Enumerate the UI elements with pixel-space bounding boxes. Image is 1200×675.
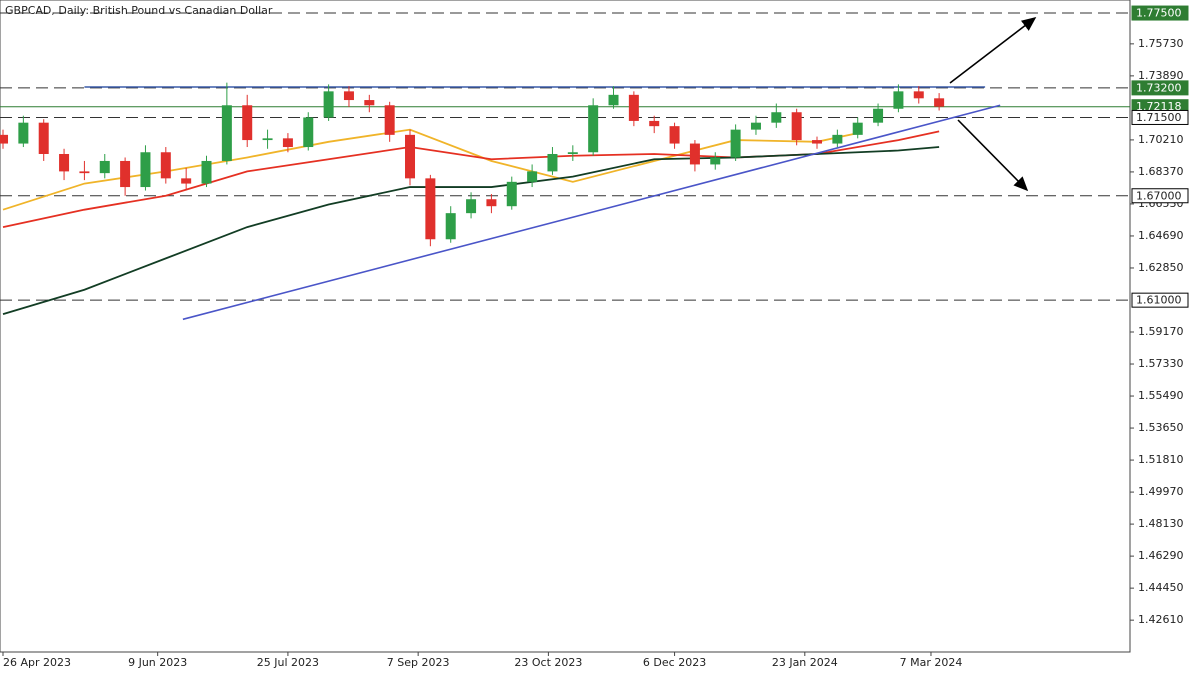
candle-body [282,138,293,148]
candle-body [689,143,700,165]
candle-body [160,152,171,179]
candle-body [812,140,823,144]
y-tick-label: 1.51810 [1138,453,1184,466]
y-tick-label: 1.70210 [1138,133,1184,146]
candle-body [18,122,29,144]
candle-body [852,122,863,135]
chart-title: GBPCAD, Daily: British Pound vs Canadian… [5,4,273,17]
candle-body [201,160,212,184]
candle-body [303,117,314,148]
candle-body [140,152,151,188]
candle-body [567,152,578,154]
level-box [1131,80,1189,96]
x-tick-label: 26 Apr 2023 [3,656,71,669]
trendline [182,104,1001,321]
candle-body [547,153,558,172]
candle-body [0,134,9,144]
y-tick-label: 1.46290 [1138,549,1184,562]
candle-body [750,122,761,130]
y-tick-label: 1.42610 [1138,613,1184,626]
y-tick-label: 1.75730 [1138,37,1184,50]
candle-body [873,108,884,123]
candle-body [893,91,904,109]
y-tick-label: 1.68370 [1138,165,1184,178]
candle-body [364,100,375,106]
x-tick-label: 7 Mar 2024 [900,656,963,669]
x-tick-label: 7 Sep 2023 [387,656,450,669]
x-tick-label: 6 Dec 2023 [643,656,706,669]
y-tick-label: 1.62850 [1138,261,1184,274]
candle-body [486,199,497,207]
candle-body [466,199,477,214]
candle-body [445,213,456,240]
x-tick-label: 23 Jan 2024 [772,656,838,669]
candle-body [38,122,49,154]
candle-body [405,134,416,179]
candle-body [120,160,131,188]
y-tick-label: 1.48130 [1138,517,1184,530]
y-tick-label: 1.73890 [1138,69,1184,82]
candle-body [730,129,741,158]
level-label: 1.73200 [1136,81,1182,94]
arrow-down [957,119,1029,192]
candle-body [608,94,619,106]
candle-body [669,126,680,144]
candle-body [79,171,90,174]
x-tick-label: 23 Oct 2023 [514,656,582,669]
level-label: 1.67000 [1136,189,1182,202]
candle-body [934,98,945,107]
candle-body [425,178,436,240]
level-label: 1.61000 [1136,294,1182,307]
candle-body [384,105,395,135]
candle-body [527,171,538,182]
level-box [1131,292,1189,308]
level-box [1131,188,1189,204]
candle-body [59,153,70,172]
x-tick-label: 25 Jul 2023 [257,656,319,669]
candle-body [588,105,599,153]
candle-body [913,91,924,99]
arrow-up [949,17,1037,84]
candle-body [323,91,334,118]
y-tick-label: 1.44450 [1138,581,1184,594]
level-label: 1.71500 [1136,111,1182,124]
x-tick-label: 9 Jun 2023 [128,656,187,669]
candle-body [628,94,639,121]
y-tick-label: 1.64690 [1138,229,1184,242]
level-box [1131,5,1189,21]
y-tick-label: 1.53650 [1138,421,1184,434]
y-tick-label: 1.55490 [1138,389,1184,402]
candle-body [832,134,843,144]
candle-body [771,112,782,123]
candle-body [262,138,273,141]
candle-body [791,112,802,141]
moving-average [2,128,858,211]
candle-body [221,105,232,161]
last-price-label: 1.72118 [1136,100,1182,113]
candle-body [242,105,253,141]
y-tick-label: 1.57330 [1138,357,1184,370]
candle-body [181,178,192,184]
y-tick-label: 1.49970 [1138,485,1184,498]
candle-body [99,160,110,174]
plot-area [0,0,1131,653]
candle-body [343,91,354,101]
candle-body [506,181,517,207]
candle-body [710,157,721,165]
candle-body [649,120,660,127]
y-tick-label: 1.59170 [1138,325,1184,338]
level-box [1131,109,1189,125]
level-label: 1.77500 [1136,7,1182,20]
